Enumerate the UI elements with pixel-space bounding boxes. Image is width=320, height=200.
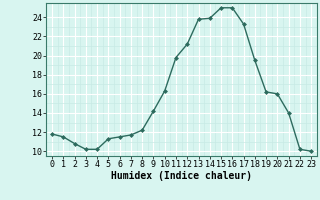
X-axis label: Humidex (Indice chaleur): Humidex (Indice chaleur) [111,171,252,181]
